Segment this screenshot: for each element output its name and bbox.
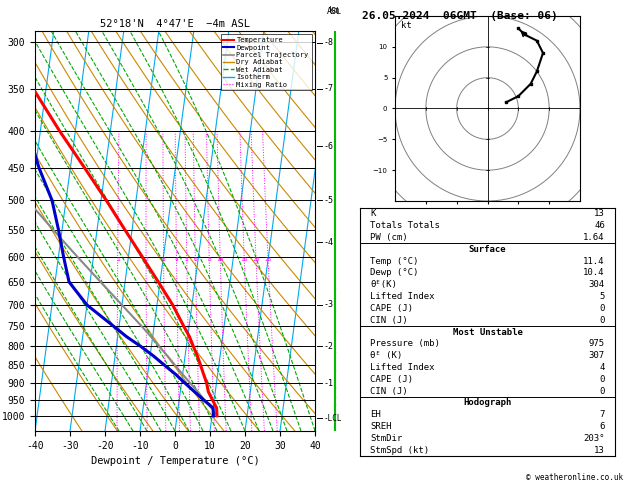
Text: CIN (J): CIN (J): [370, 386, 408, 396]
Text: 20: 20: [252, 257, 260, 262]
Text: -4: -4: [324, 238, 334, 247]
Text: -5: -5: [324, 196, 334, 205]
Text: 10: 10: [216, 257, 224, 262]
Text: 26.05.2024  06GMT  (Base: 06): 26.05.2024 06GMT (Base: 06): [362, 11, 557, 21]
Text: K: K: [370, 209, 376, 218]
Text: 11.4: 11.4: [583, 257, 605, 266]
Text: Dewp (°C): Dewp (°C): [370, 268, 418, 278]
Text: Lifted Index: Lifted Index: [370, 363, 435, 372]
Legend: Temperature, Dewpoint, Parcel Trajectory, Dry Adiabat, Wet Adiabat, Isotherm, Mi: Temperature, Dewpoint, Parcel Trajectory…: [221, 35, 311, 90]
Text: 0: 0: [599, 304, 605, 313]
Text: 304: 304: [589, 280, 605, 289]
Text: 8: 8: [208, 257, 211, 262]
Text: Lifted Index: Lifted Index: [370, 292, 435, 301]
Text: 5: 5: [599, 292, 605, 301]
Text: 0: 0: [599, 375, 605, 384]
Text: θᴱ(K): θᴱ(K): [370, 280, 397, 289]
Text: 7: 7: [599, 410, 605, 419]
Text: PW (cm): PW (cm): [370, 233, 408, 242]
Text: -3: -3: [324, 300, 334, 310]
Text: StmSpd (kt): StmSpd (kt): [370, 446, 430, 454]
Text: ASL: ASL: [327, 7, 342, 16]
Title: 52°18'N  4°47'E  −4m ASL: 52°18'N 4°47'E −4m ASL: [100, 19, 250, 29]
Text: km: km: [330, 6, 340, 15]
Text: Totals Totals: Totals Totals: [370, 221, 440, 230]
Text: Most Unstable: Most Unstable: [452, 328, 523, 336]
Text: Surface: Surface: [469, 245, 506, 254]
Text: 975: 975: [589, 339, 605, 348]
Text: 0: 0: [599, 316, 605, 325]
Text: Pressure (mb): Pressure (mb): [370, 339, 440, 348]
Text: 4: 4: [599, 363, 605, 372]
X-axis label: Dewpoint / Temperature (°C): Dewpoint / Temperature (°C): [91, 456, 259, 466]
Text: CIN (J): CIN (J): [370, 316, 408, 325]
Text: 46: 46: [594, 221, 605, 230]
Text: 203°: 203°: [583, 434, 605, 443]
Text: 2: 2: [144, 257, 148, 262]
Text: -6: -6: [324, 141, 334, 151]
Text: θᴱ (K): θᴱ (K): [370, 351, 403, 360]
Text: -7: -7: [324, 84, 334, 93]
Text: -2: -2: [324, 342, 334, 351]
Text: 13: 13: [594, 209, 605, 218]
Text: CAPE (J): CAPE (J): [370, 304, 413, 313]
Text: -1: -1: [324, 379, 334, 387]
Text: 1.64: 1.64: [583, 233, 605, 242]
Text: EH: EH: [370, 410, 381, 419]
Text: 6: 6: [599, 422, 605, 431]
Text: © weatheronline.co.uk: © weatheronline.co.uk: [526, 473, 623, 482]
Text: 307: 307: [589, 351, 605, 360]
Text: -LCL: -LCL: [324, 414, 343, 423]
Text: Hodograph: Hodograph: [464, 399, 511, 407]
Text: 5: 5: [185, 257, 189, 262]
Text: 4: 4: [175, 257, 179, 262]
Text: -8: -8: [324, 38, 334, 47]
Text: 6: 6: [194, 257, 198, 262]
Text: SREH: SREH: [370, 422, 392, 431]
Text: kt: kt: [401, 21, 412, 30]
Text: 13: 13: [594, 446, 605, 454]
Text: Temp (°C): Temp (°C): [370, 257, 418, 266]
Text: 3: 3: [162, 257, 165, 262]
Text: 25: 25: [264, 257, 272, 262]
Text: 0: 0: [599, 386, 605, 396]
Text: 10.4: 10.4: [583, 268, 605, 278]
Text: 1: 1: [116, 257, 120, 262]
Text: StmDir: StmDir: [370, 434, 403, 443]
Text: CAPE (J): CAPE (J): [370, 375, 413, 384]
Text: 16: 16: [241, 257, 248, 262]
